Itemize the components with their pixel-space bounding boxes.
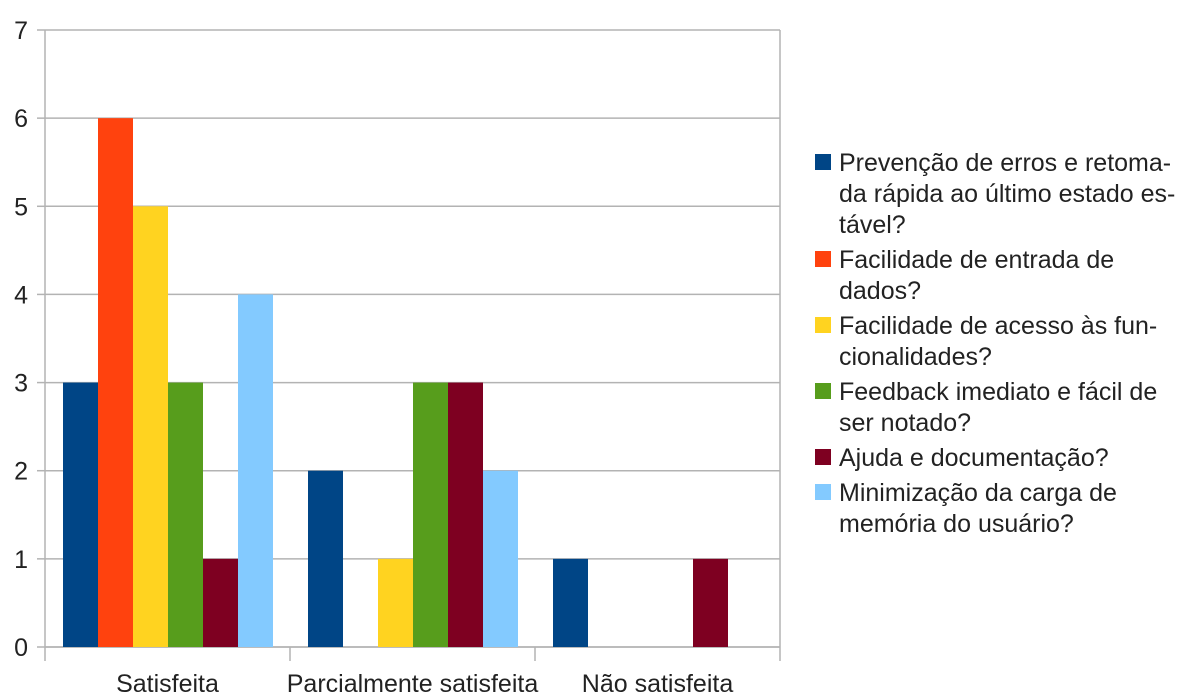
y-tick-label: 7 [14,17,28,45]
bar [378,558,413,647]
y-tick-label: 6 [14,105,28,133]
x-tick-labels: Satisfeita Parcialmente satisfeita Não sat… [116,670,733,693]
bar [203,558,238,647]
bar [483,470,518,647]
bars [63,118,728,648]
bar [63,382,98,647]
legend-item: Feedback imediato e fácil de ser notado? [815,377,1195,439]
legend-label: Prevenção de erros e retoma-da rápida ao… [839,149,1176,239]
bar [553,558,588,647]
x-tick-label: Não satisfeita [582,670,734,693]
legend-label: Ajuda e documentação? [839,444,1109,472]
legend-swatch [815,449,831,465]
bar [413,382,448,647]
legend-swatch [815,251,831,267]
legend-item: Prevenção de erros e retoma-da rápida ao… [815,148,1195,241]
bar [308,470,343,647]
y-tick-labels: 0 1 2 3 4 5 6 7 [14,17,28,662]
legend-label: Minimização da carga de memória do usuár… [839,479,1117,538]
legend-swatch [815,317,831,333]
legend-label: Facilidade de entrada de dados? [839,246,1115,305]
y-tick-label: 1 [14,546,28,574]
legend-label: Facilidade de acesso às fun-cionalidades… [839,312,1158,371]
bar [238,294,273,647]
bar [133,206,168,648]
legend-item: Ajuda e documentação? [815,443,1195,474]
bar [168,382,203,647]
y-tick-label: 5 [14,193,28,221]
y-tick-label: 3 [14,370,28,398]
bar [98,118,133,647]
bar [693,558,728,647]
bar [448,382,483,647]
legend-swatch [815,383,831,399]
legend-item: Facilidade de entrada de dados? [815,245,1195,307]
legend-item: Facilidade de acesso às fun-cionalidades… [815,311,1195,373]
y-tick-label: 4 [14,281,28,309]
x-tick-label: Satisfeita [116,670,219,693]
x-tick-label: Parcialmente satisfeita [287,670,539,693]
legend-item: Minimização da carga de memória do usuár… [815,478,1195,540]
y-tick-label: 2 [14,458,28,486]
legend-swatch [815,154,831,170]
legend-swatch [815,484,831,500]
y-tick-label: 0 [14,634,28,662]
legend: Prevenção de erros e retoma-da rápida ao… [815,148,1195,544]
legend-label: Feedback imediato e fácil de ser notado? [839,378,1158,437]
